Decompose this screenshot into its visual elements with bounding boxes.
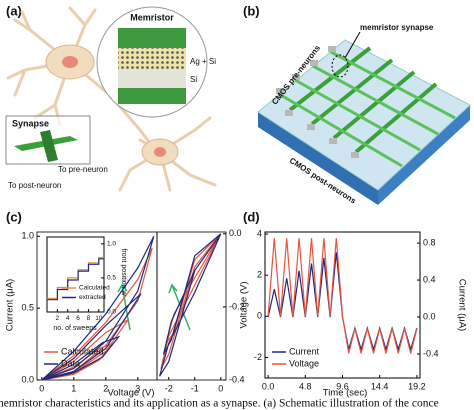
x-tick-label: 8 (87, 315, 91, 322)
pre-label: To pre-neuron (58, 165, 108, 174)
y-axis-label: Voltage (V) (239, 282, 250, 329)
y-tick-label: 0.5 (21, 303, 34, 313)
panel-label: (b) (243, 3, 260, 18)
y-tick-label: 1.0 (21, 231, 34, 241)
y-tick-label: 0.0 (107, 309, 116, 316)
synapse-label: memristor synapse (360, 23, 434, 32)
y-tick-label: 0.4 (423, 274, 436, 284)
y-tick-label: -2 (254, 352, 262, 362)
y-tick-label: 0.0 (229, 228, 242, 238)
x-tick-label: -2 (165, 383, 173, 393)
y-tick-label: -0.4 (229, 374, 245, 384)
series-line (41, 236, 155, 381)
x-axis-label: Voltage (V) (108, 388, 155, 399)
legend-label: Current (289, 346, 320, 356)
y-tick-label: 0.5 (107, 275, 116, 282)
x-tick-label: 4.8 (299, 381, 312, 391)
x-tick-label: 6 (76, 315, 80, 322)
y-tick-label: 2 (257, 270, 262, 280)
y-tick-label: -0.2 (229, 301, 245, 311)
x-axis-label: no. of sweeps (53, 325, 97, 332)
memristor-label: Memristor (130, 12, 174, 22)
panel-label: (c) (6, 209, 22, 224)
si-layer (118, 70, 186, 88)
neuron (6, 6, 217, 192)
grid-wires (288, 46, 438, 154)
nucleus (62, 56, 78, 68)
series-line (47, 258, 104, 301)
y-tick-label: 0.0 (423, 311, 436, 321)
panel-label: (d) (243, 209, 260, 224)
highlight (331, 54, 349, 78)
x-tick-label: 2 (56, 315, 60, 322)
grid-wires (278, 50, 456, 168)
y-tick-label: 0 (257, 311, 262, 321)
x-tick-label: 4 (66, 315, 70, 322)
pointer (344, 31, 361, 59)
x-tick-label: 2 (103, 383, 108, 393)
series-line (267, 238, 418, 354)
x-tick-label: 1 (71, 383, 76, 393)
x-axis-label: Time (sec) (323, 388, 368, 399)
plot-frame (156, 231, 227, 381)
cmos-pads (276, 46, 359, 158)
x-tick-label: -1 (191, 383, 199, 393)
legend-label: Calculated (61, 346, 104, 356)
x-tick-label: 19.2 (408, 381, 426, 391)
ag-si-label: Ag + Si (190, 57, 216, 66)
synapse-beam (40, 130, 58, 162)
y2-axis-label: Current (μA) (456, 279, 467, 331)
x-tick-label: 9.6 (336, 381, 349, 391)
y-tick-label: 0.0 (21, 374, 34, 384)
legend-label: Voltage (289, 358, 319, 368)
x-tick-label: 0 (218, 383, 223, 393)
y-tick-label: -0.4 (423, 348, 439, 358)
post-label: To post-neuron (8, 181, 61, 190)
ag-particles (118, 48, 186, 70)
x-tick-label: 0.0 (262, 381, 275, 391)
panel-label: (a) (6, 3, 22, 18)
nucleus (154, 147, 166, 157)
electrode (118, 88, 186, 104)
y-tick-label: 0.8 (423, 237, 436, 247)
legend-label: Data (61, 358, 80, 368)
legend-label: Calculated (79, 285, 110, 292)
slab-side (258, 112, 378, 205)
x-tick-label: 10 (95, 315, 103, 322)
x-tick-label: 0 (39, 383, 44, 393)
panel-a: (a) Memristor Ag + Si Si Synapse To pre-… (5, 3, 217, 192)
legend-label: extracted (79, 294, 106, 301)
series-line (159, 233, 222, 377)
y-axis-label: front position w (120, 248, 127, 296)
y-tick-label: 1.0 (107, 241, 116, 248)
slab-side (378, 105, 470, 205)
electrode (118, 28, 186, 48)
synapse-label: Synapse (12, 118, 49, 128)
panel-b: (b) memristor synapse CMOS pre-neurons C… (243, 3, 471, 206)
x-tick-label: 3 (135, 383, 140, 393)
x-tick-label: 14.4 (371, 381, 389, 391)
y-tick-label: 4 (257, 228, 262, 238)
caption: nemristor characteristics and its applic… (0, 398, 439, 410)
si-label: Si (190, 75, 197, 84)
y-axis-label: Current (μA) (5, 279, 16, 331)
